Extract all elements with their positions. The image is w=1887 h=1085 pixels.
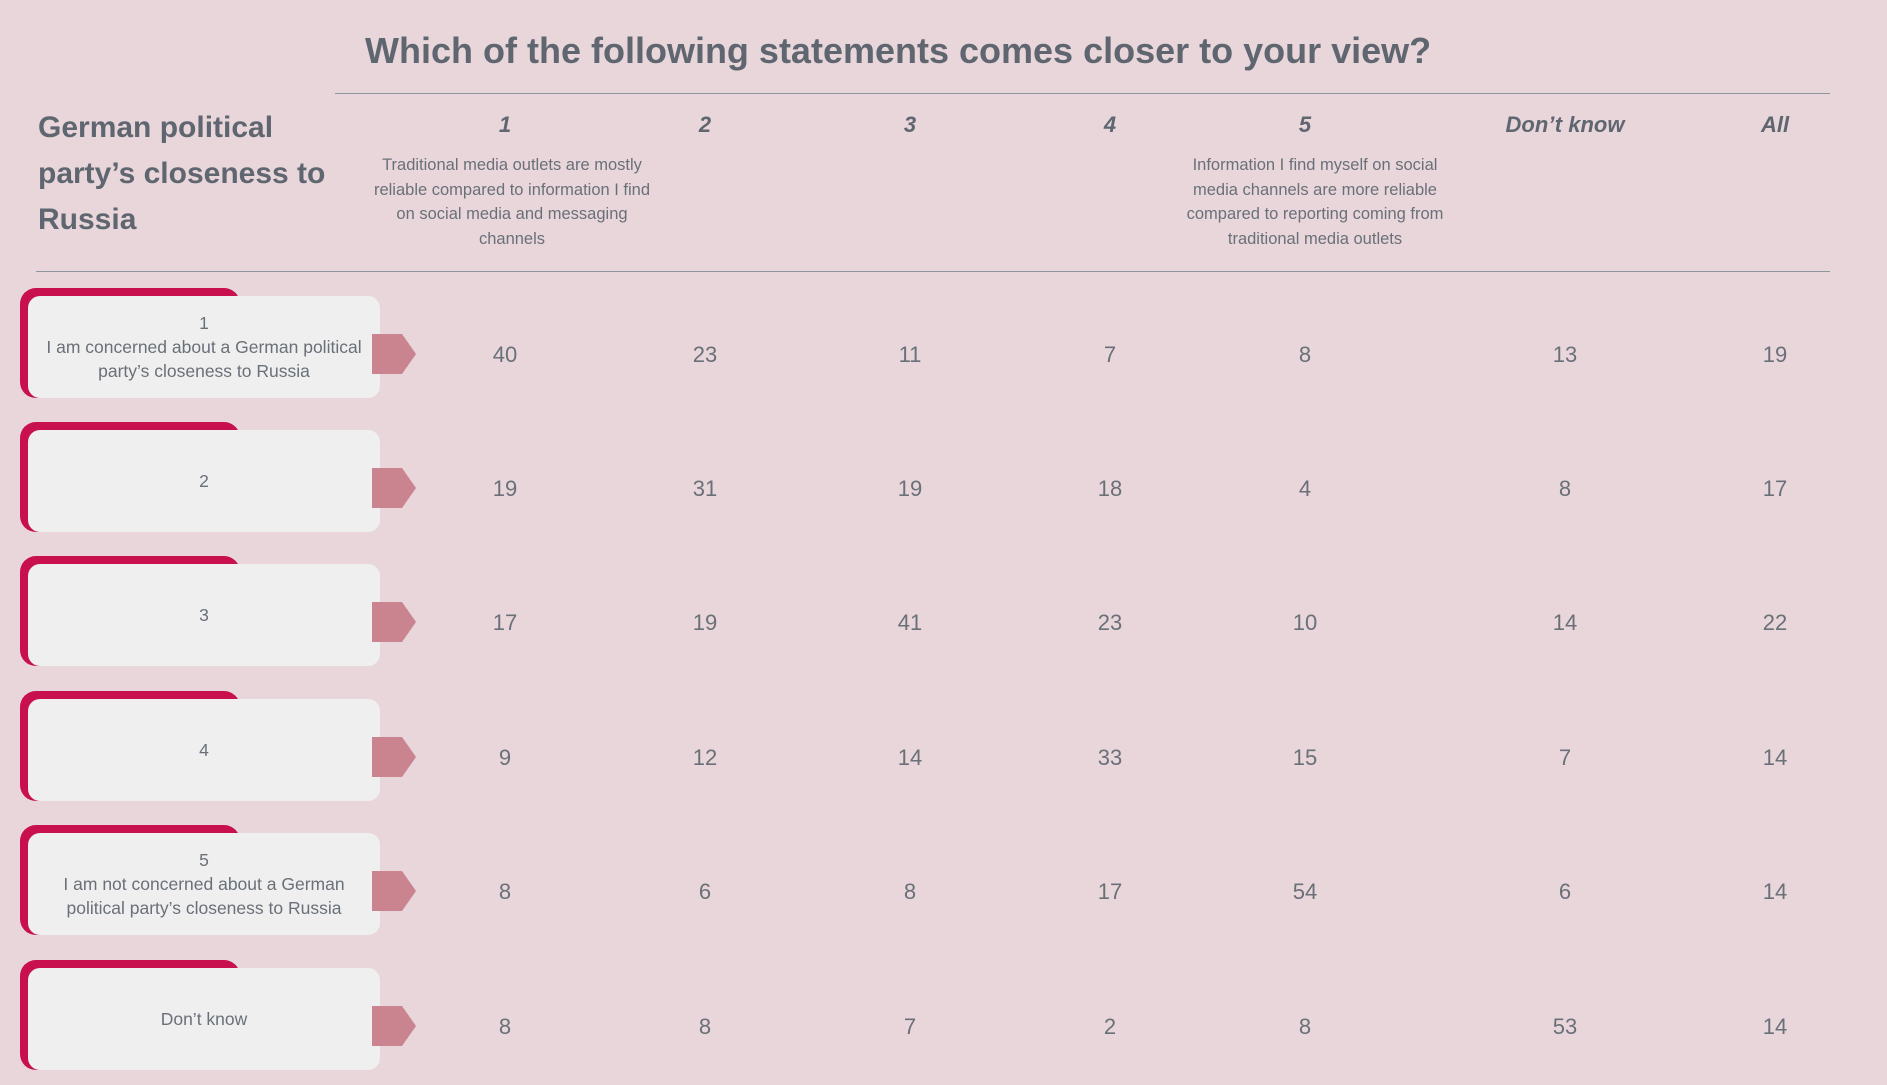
header-divider: [36, 271, 1830, 272]
table-cell: 4: [1298, 476, 1312, 501]
row-arrow-icon: [372, 334, 416, 374]
column-description: Information I find myself on social medi…: [1186, 156, 1444, 248]
row-label: Don’t know: [160, 1009, 248, 1029]
card-face: 4: [28, 699, 380, 801]
table-cell: 17: [492, 610, 518, 635]
table-cell: 17: [1097, 879, 1123, 904]
column-header: Don’t know: [1505, 112, 1625, 137]
column-header: 3: [903, 112, 917, 137]
row-arrow-icon: [372, 737, 416, 777]
row-label-card: 4: [20, 691, 416, 801]
row-label-card: 1 I am concerned about a German politica…: [20, 288, 416, 398]
table-cell: 9: [498, 745, 512, 770]
row-arrow-icon: [372, 468, 416, 508]
card-face: Don’t know: [28, 968, 380, 1070]
title-divider: [335, 93, 1830, 94]
table-cell: 41: [897, 610, 923, 635]
column-header: 5: [1298, 112, 1312, 137]
table-cell: 19: [1762, 342, 1788, 367]
table-cell: 8: [1298, 342, 1312, 367]
table-cell: 14: [1762, 879, 1788, 904]
row-arrow-icon: [372, 1006, 416, 1046]
row-label: 2: [199, 471, 209, 491]
table-cell: 8: [903, 879, 917, 904]
table-cell: 17: [1762, 476, 1788, 501]
table-cell: 12: [692, 745, 718, 770]
table-cell: 6: [1558, 879, 1572, 904]
table-cell: 7: [1103, 342, 1117, 367]
column-header: 4: [1103, 112, 1117, 137]
table-cell: 8: [498, 1014, 512, 1039]
table-cell: 33: [1097, 745, 1123, 770]
table-cell: 10: [1292, 610, 1318, 635]
table-cell: 8: [698, 1014, 712, 1039]
card-face: 2: [28, 430, 380, 532]
card-face: 1 I am concerned about a German politica…: [28, 296, 380, 398]
row-arrow-icon: [372, 871, 416, 911]
table-cell: 23: [1097, 610, 1123, 635]
row-header-title: German political party’s closeness to Ru…: [38, 111, 326, 236]
row-label: 4: [199, 740, 209, 760]
column-description: Traditional media outlets are mostly rel…: [373, 156, 651, 248]
table-cell: 7: [903, 1014, 917, 1039]
table-cell: 18: [1097, 476, 1123, 501]
table-cell: 19: [897, 476, 923, 501]
row-label: 5 I am not concerned about a German poli…: [63, 850, 345, 918]
row-label: 3: [199, 605, 209, 625]
row-label-card: Don’t know: [20, 960, 416, 1070]
table-cell: 6: [698, 879, 712, 904]
row-arrow-icon: [372, 602, 416, 642]
table-cell: 15: [1292, 745, 1318, 770]
row-label-card: 3: [20, 556, 416, 666]
table-cell: 19: [492, 476, 518, 501]
row-label: 1 I am concerned about a German politica…: [46, 313, 362, 381]
table-cell: 14: [1762, 1014, 1788, 1039]
table-cell: 54: [1292, 879, 1318, 904]
column-header: 2: [698, 112, 712, 137]
table-cell: 11: [898, 342, 922, 367]
column-header: 1: [498, 112, 512, 137]
table-cell: 8: [1558, 476, 1572, 501]
table-cell: 2: [1103, 1014, 1117, 1039]
column-header: All: [1760, 112, 1790, 137]
table-cell: 31: [692, 476, 718, 501]
table-cell: 19: [692, 610, 718, 635]
table-cell: 14: [1552, 610, 1578, 635]
page-title: Which of the following statements comes …: [365, 30, 1432, 71]
table-cell: 22: [1762, 610, 1788, 635]
table-cell: 14: [1762, 745, 1788, 770]
card-face: 5 I am not concerned about a German poli…: [28, 833, 380, 935]
table-cell: 23: [692, 342, 718, 367]
table-cell: 14: [897, 745, 923, 770]
table-cell: 7: [1558, 745, 1572, 770]
row-label-card: 5 I am not concerned about a German poli…: [20, 825, 416, 935]
table-cell: 40: [492, 342, 518, 367]
table-cell: 13: [1552, 342, 1578, 367]
table-cell: 8: [1298, 1014, 1312, 1039]
table-cell: 8: [498, 879, 512, 904]
table-cell: 53: [1552, 1014, 1578, 1039]
row-label-card: 2: [20, 422, 416, 532]
card-face: 3: [28, 564, 380, 666]
